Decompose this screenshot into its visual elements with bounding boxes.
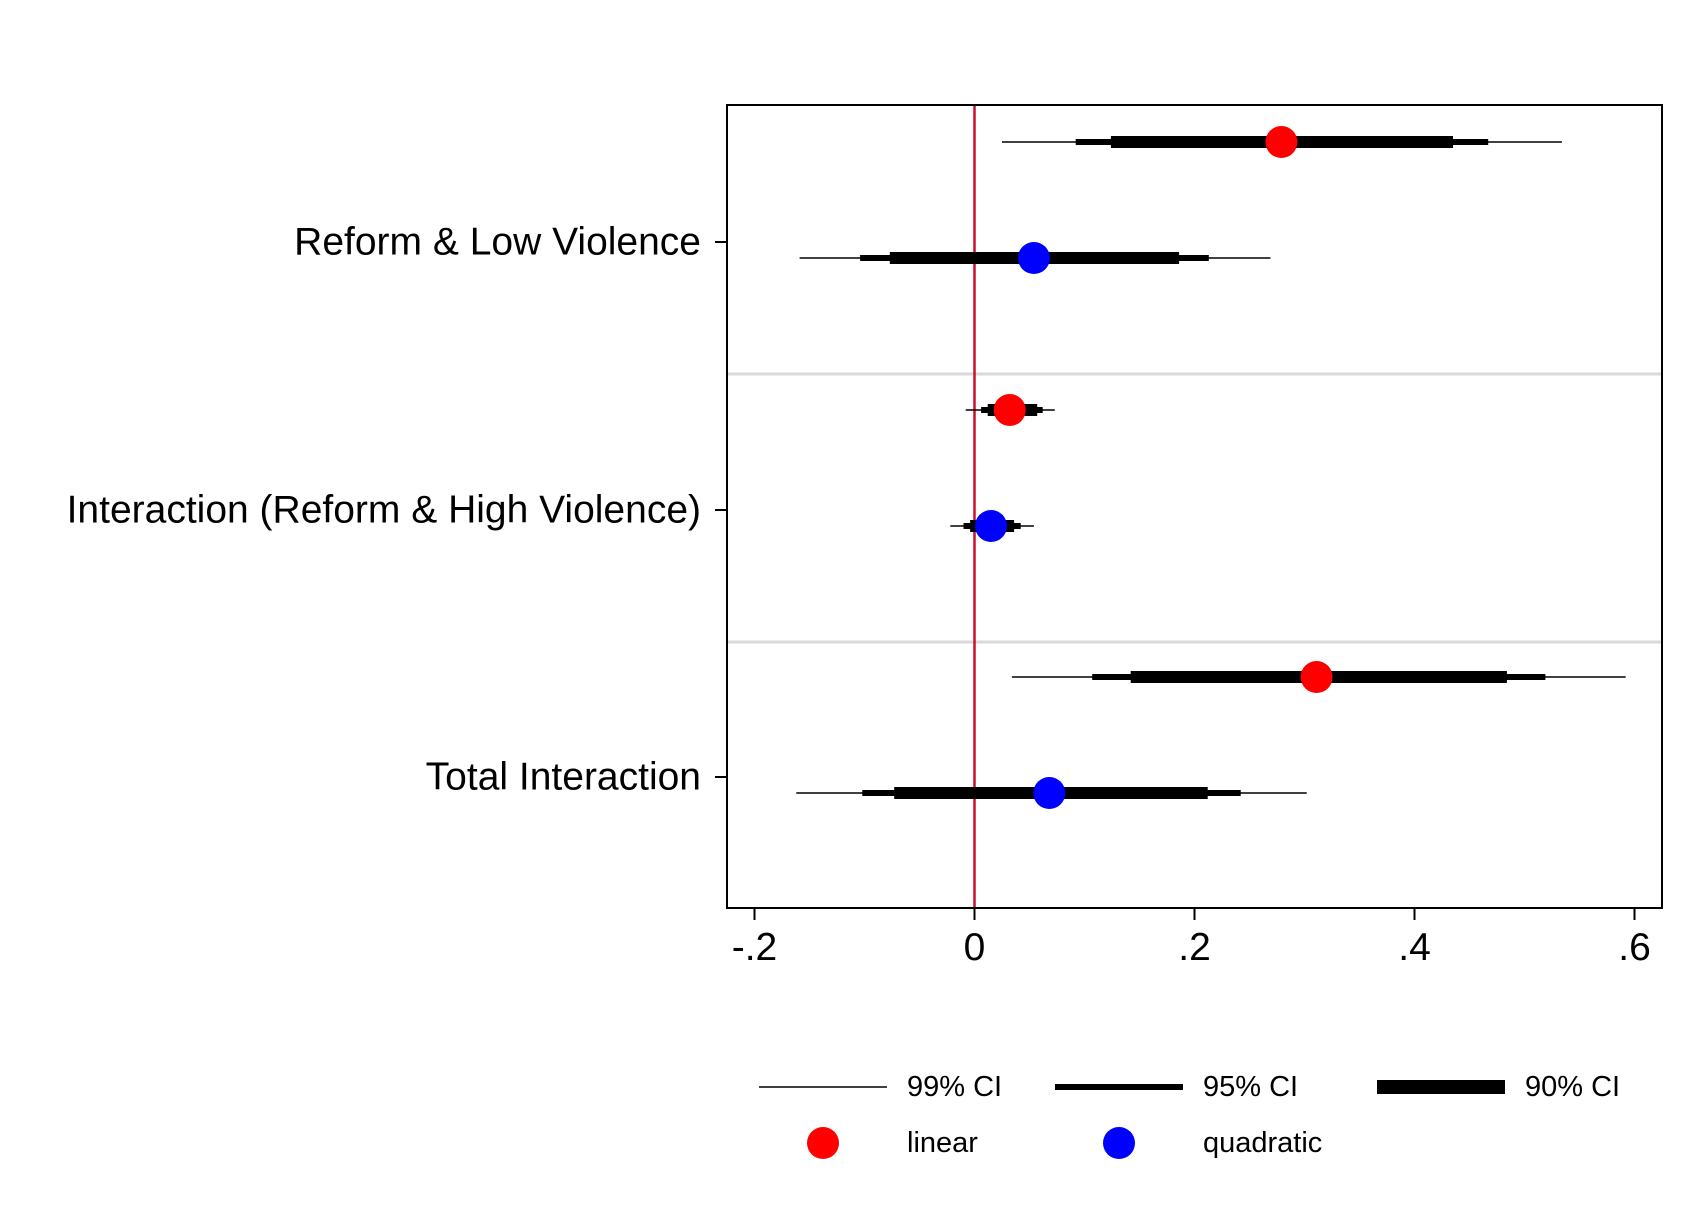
legend-marker-quadratic — [1103, 1127, 1135, 1159]
y-tick-label-3: Total Interaction — [426, 756, 701, 799]
y-axis: Reform & Low Violence Interaction (Reform… — [67, 221, 727, 799]
y-tick-label-2: Interaction (Reform & High Violence) — [67, 489, 701, 532]
quadratic-3-point — [1033, 777, 1066, 809]
legend-ci-label-2: 95% CI — [1203, 1071, 1298, 1103]
quadratic-2-point — [975, 510, 1007, 542]
x-tick-label-3: .2 — [1178, 926, 1211, 969]
x-tick-label-1: -.2 — [732, 926, 778, 969]
y-tick-label-1: Reform & Low Violence — [294, 221, 701, 264]
grid-layer — [727, 372, 1662, 644]
quadratic-1-point — [1017, 242, 1050, 274]
legend-marker-linear — [807, 1127, 839, 1159]
x-tick-label-4: .4 — [1398, 926, 1431, 969]
ci-layer — [796, 136, 1626, 799]
legend: 99% CI 95% CI 90% CI linear quadratic — [759, 1071, 1620, 1159]
x-tick-label-5: .6 — [1618, 926, 1651, 969]
linear-3-point — [1300, 661, 1333, 693]
legend-marker-label-linear: linear — [907, 1127, 978, 1159]
point-layer — [975, 126, 1333, 809]
legend-marker-label-quadratic: quadratic — [1203, 1127, 1322, 1159]
x-axis: -.2 0 .2 .4 .6 — [732, 908, 1651, 969]
x-tick-label-2: 0 — [964, 926, 986, 969]
linear-1-point — [1265, 126, 1298, 158]
legend-ci-label-3: 90% CI — [1525, 1071, 1620, 1103]
linear-2-point — [993, 394, 1026, 426]
legend-ci-label-1: 99% CI — [907, 1071, 1002, 1103]
